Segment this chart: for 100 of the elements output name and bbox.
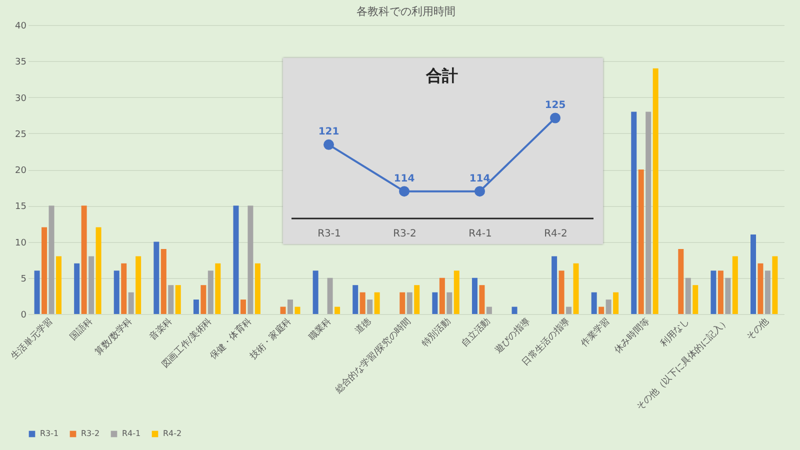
data-label: 125 <box>544 100 566 111</box>
bar <box>718 270 724 314</box>
y-tick-label: 20 <box>15 166 27 176</box>
bar <box>613 292 619 314</box>
bar <box>208 270 214 314</box>
bar <box>48 206 54 314</box>
bar <box>312 270 318 314</box>
bar <box>136 256 142 314</box>
bar <box>154 242 160 314</box>
data-label: 114 <box>469 173 490 184</box>
bar <box>96 227 102 314</box>
y-tick-label: 35 <box>15 58 26 68</box>
bar <box>558 270 564 314</box>
y-tick-label: 10 <box>15 238 27 248</box>
bar <box>406 292 412 314</box>
bar <box>88 256 94 314</box>
bar <box>591 292 597 314</box>
x-tick-label: R3-2 <box>393 228 416 240</box>
data-label: 114 <box>394 173 415 184</box>
bar <box>327 278 333 314</box>
bar <box>758 263 764 314</box>
bar <box>710 270 716 314</box>
bar <box>573 263 579 314</box>
x-tick-label: 利用なし <box>658 316 692 350</box>
y-tick-label: 25 <box>15 130 26 140</box>
bar <box>606 300 612 314</box>
bar <box>114 270 120 314</box>
bar <box>552 256 558 314</box>
bar <box>652 68 658 314</box>
chart-title: 合計 <box>425 66 458 85</box>
bar <box>248 206 254 314</box>
bar <box>732 256 738 314</box>
x-tick-label: 音楽科 <box>147 316 174 343</box>
bar <box>646 112 652 314</box>
bar <box>439 278 445 314</box>
x-tick-label: 作業学習 <box>578 316 612 350</box>
bar <box>479 285 485 314</box>
legend-label: R3-2 <box>81 429 100 438</box>
bar <box>200 285 206 314</box>
bar <box>34 270 40 314</box>
y-tick-label: 5 <box>20 274 26 284</box>
bar <box>294 306 300 314</box>
bar <box>486 306 492 314</box>
bar <box>432 292 438 314</box>
bar <box>764 270 770 314</box>
bar <box>772 256 778 314</box>
x-tick-label: 特別活動 <box>420 316 453 350</box>
bar <box>288 300 293 314</box>
bar <box>160 248 166 314</box>
bar <box>678 248 684 314</box>
legend-label: R4-2 <box>163 429 182 438</box>
bar <box>631 112 637 314</box>
y-tick-label: 40 <box>15 22 27 32</box>
bar <box>512 306 518 314</box>
bar <box>367 300 373 314</box>
bar <box>472 278 478 314</box>
y-tick-label: 15 <box>15 202 26 212</box>
bar <box>454 270 460 314</box>
bar <box>638 170 644 314</box>
bar <box>56 256 62 314</box>
bar <box>193 300 199 314</box>
bar <box>446 292 452 314</box>
x-tick-label: その他 <box>744 316 772 343</box>
bar <box>598 306 604 314</box>
bar <box>334 306 340 314</box>
bar <box>352 285 358 314</box>
bar <box>121 263 127 314</box>
bar <box>360 292 366 314</box>
bar <box>400 292 406 314</box>
bar <box>374 292 380 314</box>
bar <box>566 306 572 314</box>
chart-title: 各教科での利用時間 <box>356 5 456 18</box>
bar <box>233 206 239 314</box>
y-tick-label: 30 <box>15 94 27 104</box>
legend-label: R4-1 <box>122 429 141 438</box>
x-tick-label: 休み時間等 <box>612 316 652 356</box>
x-tick-label: 算数/数学科 <box>92 316 135 358</box>
x-tick-label: 国語科 <box>68 316 95 343</box>
bar <box>240 300 246 314</box>
bar <box>750 234 756 314</box>
bar <box>175 285 181 314</box>
x-tick-label: 自立活動 <box>459 316 493 350</box>
bar <box>725 278 731 314</box>
x-tick-label: 道徳 <box>352 316 374 336</box>
y-tick-label: 0 <box>20 310 27 320</box>
bar <box>685 278 691 314</box>
bar <box>42 227 48 314</box>
x-tick-label: R3-1 <box>318 228 341 240</box>
bar <box>280 306 286 314</box>
bar <box>414 285 420 314</box>
bar <box>128 292 134 314</box>
x-tick-label: R4-2 <box>544 228 568 240</box>
bar <box>254 263 260 314</box>
bar <box>168 285 174 314</box>
bar <box>215 263 221 314</box>
bar <box>74 263 80 314</box>
x-tick-label: R4-1 <box>468 228 492 240</box>
data-label: 121 <box>318 126 340 138</box>
bar <box>692 285 698 314</box>
x-tick-label: 職業科 <box>306 316 334 343</box>
